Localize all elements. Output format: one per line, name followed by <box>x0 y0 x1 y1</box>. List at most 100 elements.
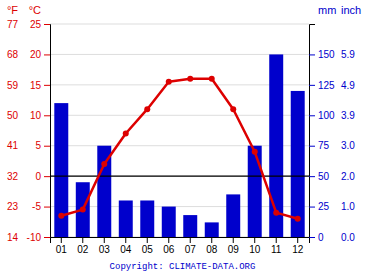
marker <box>58 213 64 219</box>
tick: 09 <box>228 237 240 255</box>
tick: 75 <box>309 140 330 151</box>
axis-title: mm <box>318 4 336 16</box>
bars <box>54 54 304 237</box>
tick-label: 04 <box>120 244 132 255</box>
tick: 0.0 <box>341 232 355 243</box>
tick-label: 3.0 <box>341 140 355 151</box>
bar <box>226 194 240 237</box>
tick: 10 <box>30 110 50 121</box>
marker <box>273 210 279 216</box>
marker <box>101 161 107 167</box>
tick-label: 12 <box>292 244 304 255</box>
tick-mark <box>276 237 277 243</box>
bar <box>140 200 154 237</box>
bar <box>162 207 176 237</box>
marker <box>252 149 258 155</box>
tick-label: 1.0 <box>341 201 355 212</box>
tick: -5 <box>32 201 50 212</box>
tick: 05 <box>142 237 154 255</box>
tick-label: 150 <box>318 49 335 60</box>
marker <box>230 106 236 112</box>
tick-mark <box>309 54 315 55</box>
tick: 10 <box>249 237 261 255</box>
tick-mark <box>309 207 315 208</box>
tick-mark <box>82 237 83 243</box>
tick-mark <box>254 237 255 243</box>
tick-label: 10 <box>249 244 261 255</box>
tick-mark <box>309 146 315 147</box>
axis-title: °F <box>7 4 18 16</box>
grid <box>50 24 309 237</box>
axis-line <box>310 25 316 238</box>
tick-label: 02 <box>77 244 89 255</box>
tick-label: 100 <box>318 110 335 121</box>
tick: 68 <box>7 49 19 60</box>
tick: 77 <box>7 19 19 30</box>
grid-line <box>50 176 309 177</box>
tick: 150 <box>309 49 335 60</box>
tick-label: 3.9 <box>341 110 355 121</box>
tick: 01 <box>56 237 68 255</box>
tick-label: 59 <box>7 80 19 91</box>
tick: 1.0 <box>341 201 355 212</box>
bar <box>291 91 305 237</box>
tick: 04 <box>120 237 132 255</box>
bar <box>76 182 90 237</box>
axis-line <box>44 25 51 238</box>
tick-mark <box>297 237 298 243</box>
tick: 5 <box>35 140 50 151</box>
bar <box>183 215 197 237</box>
tick-label: 10 <box>30 110 42 121</box>
axis-line <box>51 238 310 244</box>
marks <box>54 54 304 237</box>
tick-mark <box>44 24 50 25</box>
tick: 25 <box>309 201 330 212</box>
tick: 100 <box>309 110 335 121</box>
tick-label: 08 <box>206 244 218 255</box>
tick-mark <box>104 237 105 243</box>
tick: 32 <box>7 171 19 182</box>
bar <box>54 103 68 237</box>
axis-title: °C <box>29 4 41 16</box>
tick: 07 <box>185 237 197 255</box>
tick-mark <box>44 85 50 86</box>
zero-line <box>50 176 309 177</box>
chart: 010203040506070809101112-10-505101520251… <box>0 0 365 273</box>
tick-label: 14 <box>7 232 19 243</box>
tick: 3.9 <box>341 110 355 121</box>
annotation: Copyright: CLIMATE-DATA.ORG <box>110 262 256 272</box>
tick-label: 50 <box>7 110 19 121</box>
tick-mark <box>309 115 315 116</box>
tick-label: 68 <box>7 49 19 60</box>
tick-mark <box>309 176 315 177</box>
tick-mark <box>44 146 50 147</box>
tick-mark <box>211 237 212 243</box>
tick-label: 4.9 <box>341 80 355 91</box>
tick-mark <box>44 207 50 208</box>
tick-label: 03 <box>99 244 111 255</box>
tick-label: -10 <box>27 232 42 243</box>
marker <box>166 79 172 85</box>
bar <box>97 146 111 237</box>
tick-mark <box>309 237 315 238</box>
tick-mark <box>44 237 50 238</box>
tick: 06 <box>163 237 175 255</box>
tick: 0 <box>35 171 50 182</box>
tick-mark <box>147 237 148 243</box>
tick-label: 2.0 <box>341 171 355 182</box>
tick-label: 41 <box>7 140 19 151</box>
tick-label: 23 <box>7 201 19 212</box>
bar <box>248 146 262 237</box>
tick: 59 <box>7 80 19 91</box>
tick: 125 <box>309 80 335 91</box>
tick-mark <box>44 176 50 177</box>
tick-mark <box>44 54 50 55</box>
tick: 3.0 <box>341 140 355 151</box>
tick-label: 75 <box>318 140 330 151</box>
tick: 12 <box>292 237 304 255</box>
y2-axis: 0255075100125150 <box>309 25 335 243</box>
tick-mark <box>44 115 50 116</box>
tick: 5.9 <box>341 49 355 60</box>
tick-label: 09 <box>228 244 240 255</box>
tick-mark <box>61 237 62 243</box>
